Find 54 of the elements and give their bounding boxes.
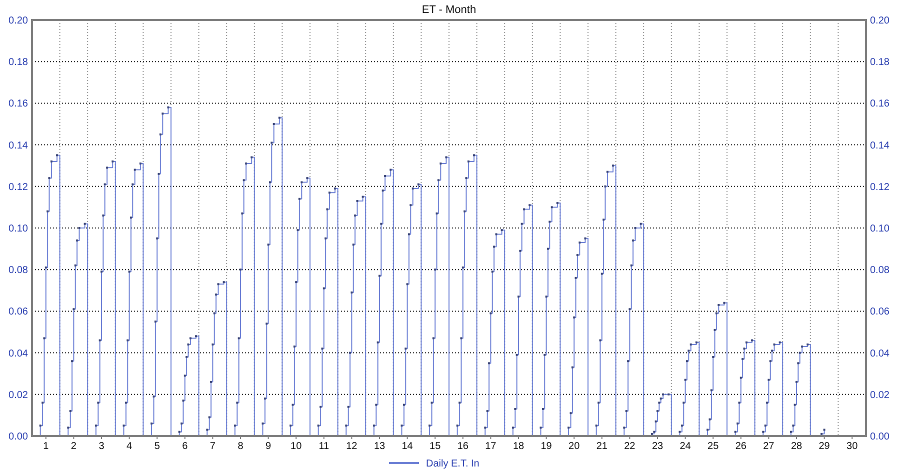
x-tick-label: 17 [485, 441, 497, 452]
y2-tick-label: 0.10 [870, 224, 890, 234]
x-tick-label: 4 [126, 441, 133, 452]
x-tick-label: 20 [568, 441, 580, 452]
x-tick-label: 12 [346, 441, 358, 452]
x-tick-label: 3 [98, 441, 105, 452]
y-tick-label: 0.18 [8, 57, 28, 68]
y-tick-label: 0.14 [8, 140, 28, 152]
y2-tick-label: 0.02 [870, 390, 890, 401]
y-tick-label: 0.04 [8, 348, 28, 360]
legend-label: Daily E.T. In [426, 458, 480, 470]
y2-tick-label: 0.06 [870, 306, 890, 318]
y2-tick-label: 0.08 [870, 265, 890, 276]
x-tick-label: 30 [846, 441, 858, 452]
x-tick-label: 7 [210, 441, 216, 452]
chart-title: ET - Month [422, 4, 476, 16]
y2-tick-label: 0.14 [870, 140, 890, 152]
x-tick-label: 27 [763, 441, 775, 452]
x-tick-label: 5 [154, 441, 160, 452]
x-tick-label: 28 [790, 441, 802, 452]
x-tick-label: 1 [43, 441, 50, 452]
x-tick-label: 2 [70, 441, 77, 452]
x-tick-label: 6 [182, 441, 188, 452]
x-tick-label: 13 [374, 441, 386, 452]
x-tick-label: 29 [818, 441, 830, 452]
x-tick-label: 21 [596, 441, 608, 452]
x-tick-label: 14 [402, 441, 414, 452]
x-tick-label: 25 [708, 441, 720, 452]
x-tick-label: 18 [512, 441, 524, 452]
x-tick-label: 22 [624, 441, 636, 452]
x-tick-label: 16 [457, 441, 469, 452]
y-tick-label: 0.08 [8, 265, 28, 276]
x-tick-label: 9 [266, 441, 272, 452]
y2-tick-label: 0.20 [870, 16, 890, 26]
y2-tick-label: 0.12 [870, 182, 890, 193]
y2-tick-label: 0.16 [870, 98, 890, 110]
x-tick-label: 24 [680, 441, 692, 452]
y-tick-label: 0.10 [8, 224, 28, 234]
y2-tick-label: 0.04 [870, 348, 890, 360]
x-tick-label: 23 [652, 441, 664, 452]
y2-tick-label: 0.00 [870, 432, 890, 442]
y-tick-label: 0.00 [8, 432, 28, 442]
x-tick-label: 10 [290, 441, 302, 452]
y-tick-label: 0.16 [8, 98, 28, 110]
y-tick-label: 0.02 [8, 390, 28, 401]
y-tick-label: 0.12 [8, 182, 28, 193]
x-tick-label: 8 [238, 441, 244, 452]
y-tick-label: 0.06 [8, 306, 28, 318]
x-tick-label: 11 [318, 441, 330, 452]
y-tick-label: 0.20 [8, 16, 28, 26]
x-tick-label: 15 [430, 441, 442, 452]
x-tick-label: 26 [735, 441, 747, 452]
y2-tick-label: 0.18 [870, 57, 890, 68]
x-tick-label: 19 [540, 441, 552, 452]
